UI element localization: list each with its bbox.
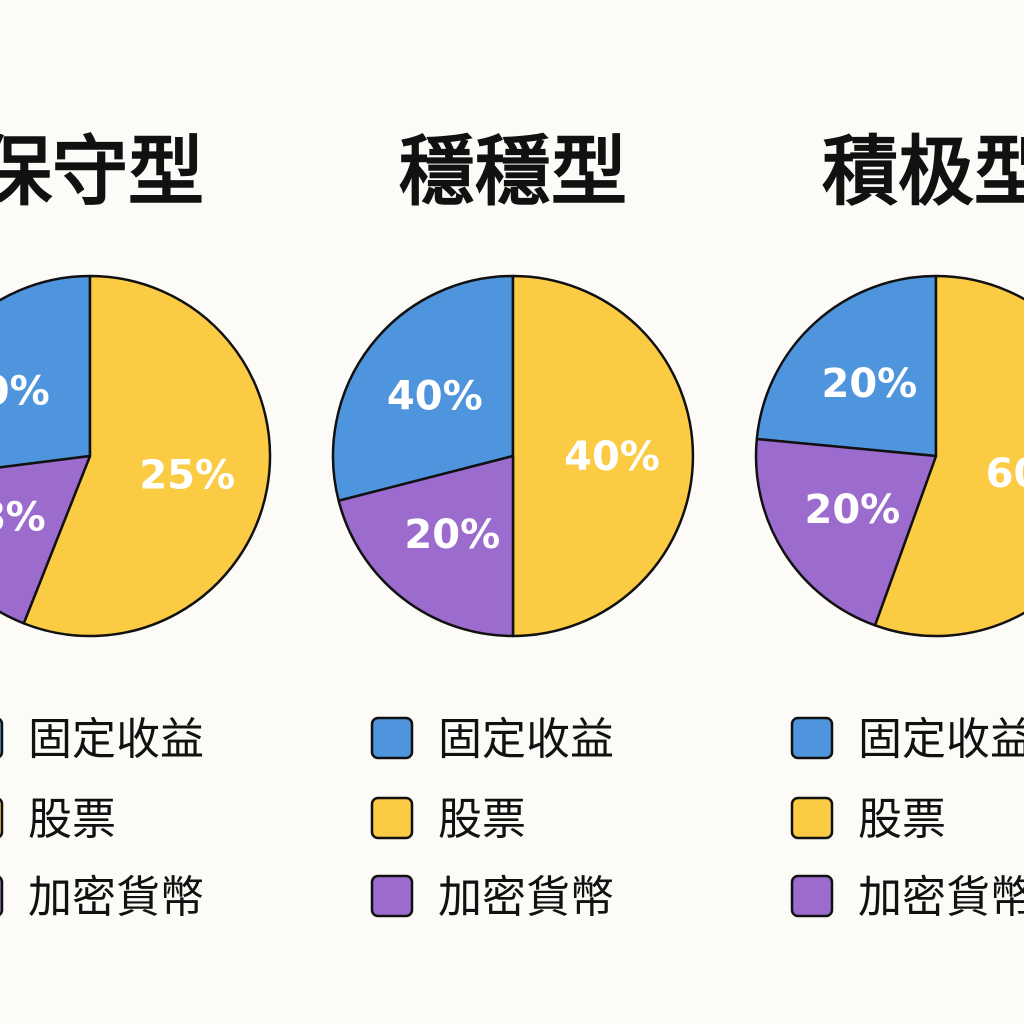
slice-label-stocks: 40% bbox=[564, 434, 660, 480]
slice-label-stocks: 60% bbox=[986, 451, 1024, 497]
pie-slice-crypto bbox=[337, 454, 515, 638]
legend-label-stocks: 股票 bbox=[28, 794, 116, 845]
legend-swatch-stocks bbox=[0, 797, 4, 839]
legend-swatch-crypto bbox=[0, 875, 4, 917]
legend-swatch-fixed-income bbox=[370, 716, 414, 760]
legend-swatch-crypto bbox=[790, 874, 834, 918]
pie: 20% 60% 20% bbox=[754, 274, 1024, 638]
legend-swatch-stocks bbox=[790, 796, 834, 840]
legend-swatch-stocks bbox=[370, 796, 414, 840]
pie-slice-stocks bbox=[22, 274, 272, 638]
slice-label-crypto: 8% bbox=[0, 495, 46, 541]
legend-swatch-fixed-income bbox=[0, 717, 4, 759]
slice-label-fixed-income: 20% bbox=[822, 361, 918, 407]
chart-title: 穩穩型 bbox=[399, 127, 627, 216]
pie-slice-crypto bbox=[754, 437, 938, 627]
pie: 0% 25% 8% bbox=[0, 274, 272, 638]
legend-label-crypto: 加密貨幣 bbox=[28, 872, 204, 923]
slice-label-crypto: 20% bbox=[404, 512, 500, 558]
slice-label-fixed-income: 0% bbox=[0, 369, 50, 415]
chart-title: 保守型 bbox=[0, 127, 204, 216]
slice-label-crypto: 20% bbox=[805, 487, 901, 533]
pie-slice-stocks bbox=[511, 274, 695, 638]
pie: 40% 40% 20% bbox=[331, 274, 695, 638]
slice-label-stocks: 25% bbox=[139, 453, 235, 499]
legend-label-stocks: 股票 bbox=[438, 794, 526, 845]
legend-swatch-crypto bbox=[370, 874, 414, 918]
legend-label-fixed-income: 固定收益 bbox=[858, 714, 1024, 765]
legend-label-crypto: 加密貨幣 bbox=[438, 872, 614, 923]
pie-slice-crypto bbox=[0, 454, 92, 625]
pie-slice-fixed-income bbox=[755, 274, 938, 458]
legend-label-fixed-income: 固定收益 bbox=[438, 714, 614, 765]
legend-swatch-fixed-income bbox=[790, 716, 834, 760]
legend-label-stocks: 股票 bbox=[858, 794, 946, 845]
pie-slice-fixed-income bbox=[0, 274, 92, 469]
legend-label-fixed-income: 固定收益 bbox=[28, 714, 204, 765]
slice-label-fixed-income: 40% bbox=[387, 373, 483, 419]
legend-label-crypto: 加密貨幣 bbox=[858, 872, 1024, 923]
pie-slice-stocks bbox=[873, 274, 1024, 638]
pie-slice-fixed-income bbox=[331, 274, 515, 503]
chart-title: 積极型 bbox=[822, 127, 1024, 216]
